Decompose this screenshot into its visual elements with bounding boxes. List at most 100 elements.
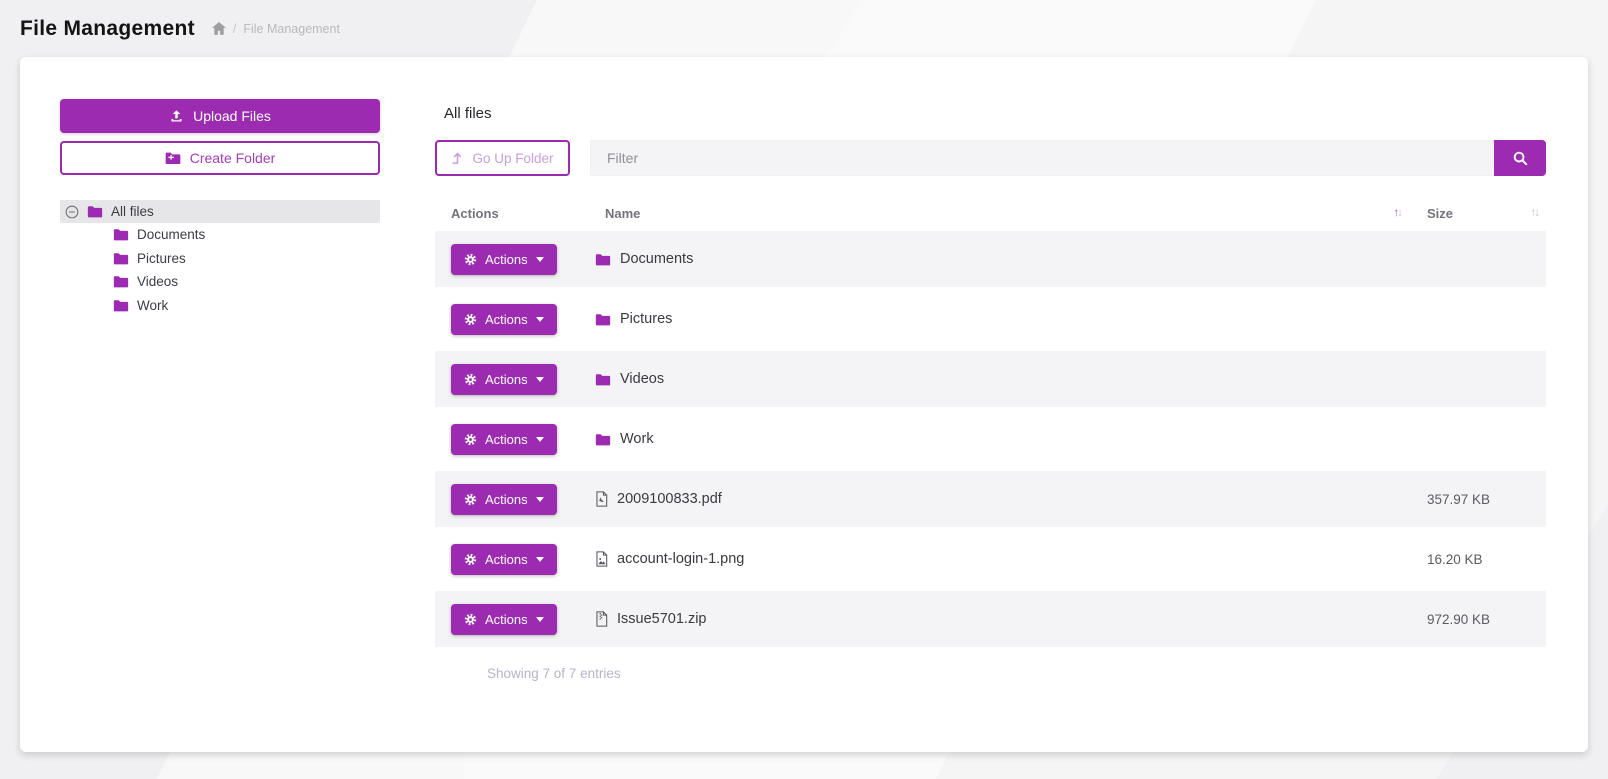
caret-down-icon [535,317,544,322]
gear-icon [464,373,477,386]
gear-icon [464,493,477,506]
table-header: Actions Name ↑↓ Size ↑↓ [435,195,1546,231]
column-header-size[interactable]: Size ↑↓ [1427,206,1546,221]
page-header: File Management / File Management [0,0,1608,57]
column-header-name-label: Name [605,205,641,221]
sort-icon-size[interactable]: ↑↓ [1530,207,1540,219]
actions-button-label: Actions [485,371,528,387]
actions-dropdown-button[interactable]: Actions [451,483,557,515]
folder-icon [113,275,129,288]
sort-icon-name[interactable]: ↑↓ [1393,207,1403,219]
tree-item-videos[interactable]: Videos [60,270,380,294]
folder-icon [87,205,103,218]
file-name-cell[interactable]: Work [583,431,1427,447]
level-up-icon [451,151,464,165]
file-name: Documents [620,251,694,267]
gear-icon [464,553,477,566]
actions-dropdown-button[interactable]: Actions [451,603,557,635]
column-header-size-label: Size [1427,205,1454,221]
file-name-cell[interactable]: Issue5701.zip [583,611,1427,627]
file-name: account-login-1.png [617,551,745,567]
file-name-cell[interactable]: Pictures [583,311,1427,327]
gear-icon [464,253,477,266]
gear-icon [464,313,477,326]
collapse-minus-icon[interactable] [65,205,79,219]
table-row-pdf-file: Actions 2009100833.pdf 357.97 KB [435,471,1546,527]
create-folder-label: Create Folder [189,150,276,166]
file-manager-card: Upload Files Create Folder All files [20,57,1588,752]
folder-icon [113,228,129,241]
table-row-png-file: Actions account-login-1.png 16.20 KB [435,531,1546,587]
folder-plus-icon [165,151,181,165]
file-name: Videos [620,371,665,387]
go-up-folder-label: Go Up Folder [472,150,554,166]
caret-down-icon [535,257,544,262]
entries-count-text: Showing 7 of 7 entries [487,666,621,681]
file-name-cell[interactable]: 2009100833.pdf [583,491,1427,507]
actions-button-label: Actions [485,611,528,627]
actions-dropdown-button[interactable]: Actions [451,303,557,335]
folder-icon [595,313,611,326]
file-name-cell[interactable]: Videos [583,371,1427,387]
gear-icon [464,613,477,626]
actions-button-label: Actions [485,491,528,507]
search-button[interactable] [1494,140,1546,176]
actions-dropdown-button[interactable]: Actions [451,243,557,275]
file-name-cell[interactable]: account-login-1.png [583,551,1427,567]
folder-tree: All files Documents Pictures Videos [60,200,380,317]
page-title: File Management [20,16,195,40]
file-archive-icon [595,611,608,627]
upload-icon [169,109,184,124]
sidebar: Upload Files Create Folder All files [60,99,380,317]
file-pdf-icon [595,491,608,507]
caret-down-icon [535,377,544,382]
table-row-zip-file: Actions Issue5701.zip 972.90 KB [435,591,1546,647]
upload-files-button[interactable]: Upload Files [60,99,380,133]
file-table-body: Actions Documents Actions [435,231,1546,647]
gear-icon [464,433,477,446]
file-list-panel: All files Go Up Folder Actions Name [435,96,1546,681]
caret-down-icon [535,497,544,502]
actions-dropdown-button[interactable]: Actions [451,363,557,395]
breadcrumb-separator: / [232,21,237,36]
search-icon [1512,150,1529,167]
actions-button-label: Actions [485,251,528,267]
tree-item-all-files[interactable]: All files [60,200,380,223]
actions-dropdown-button[interactable]: Actions [451,543,557,575]
toolbar: Go Up Folder [435,140,1546,176]
filter-input[interactable] [590,140,1494,176]
go-up-folder-button[interactable]: Go Up Folder [435,140,570,176]
home-icon[interactable] [211,22,226,35]
caret-down-icon [535,617,544,622]
actions-button-label: Actions [485,551,528,567]
breadcrumb-current: File Management [243,21,340,36]
tree-item-pictures[interactable]: Pictures [60,247,380,271]
file-name: 2009100833.pdf [617,491,722,507]
file-image-icon [595,551,608,567]
tree-item-work[interactable]: Work [60,294,380,318]
tree-item-label: Pictures [137,250,186,266]
current-folder-heading: All files [444,105,492,122]
column-header-actions: Actions [451,205,499,221]
caret-down-icon [535,437,544,442]
tree-item-label: All files [111,204,154,219]
folder-icon [595,253,611,266]
file-name: Issue5701.zip [617,611,707,627]
file-name: Pictures [620,311,673,327]
table-row-videos: Actions Videos [435,351,1546,407]
actions-button-label: Actions [485,311,528,327]
file-name: Work [620,431,654,447]
file-size: 16.20 KB [1427,551,1483,567]
folder-icon [595,373,611,386]
upload-files-label: Upload Files [193,108,271,124]
tree-item-label: Work [137,297,169,313]
table-row-work: Actions Work [435,411,1546,467]
file-name-cell[interactable]: Documents [583,251,1427,267]
actions-dropdown-button[interactable]: Actions [451,423,557,455]
tree-item-documents[interactable]: Documents [60,223,380,247]
filter-group [590,140,1546,176]
create-folder-button[interactable]: Create Folder [60,141,380,175]
column-header-name[interactable]: Name ↑↓ [583,206,1427,221]
table-row-pictures: Actions Pictures [435,291,1546,347]
caret-down-icon [535,557,544,562]
